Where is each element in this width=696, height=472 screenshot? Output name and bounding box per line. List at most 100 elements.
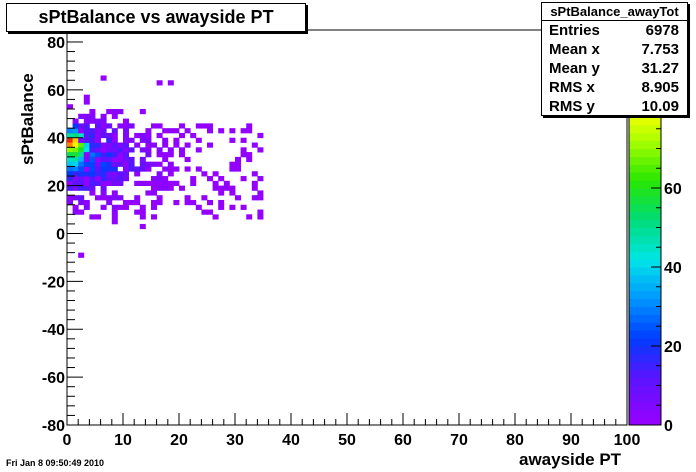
heatmap-cell: [151, 176, 157, 182]
heatmap-cell: [184, 199, 191, 206]
stats-label: RMS x: [549, 79, 595, 96]
heatmap-cell: [134, 180, 141, 187]
heatmap-cell: [190, 176, 197, 182]
heatmap-cell: [95, 214, 101, 220]
heatmap-cell: [72, 161, 79, 167]
heatmap-cell: [111, 132, 118, 139]
colorbar-tick-label: 0: [664, 418, 673, 435]
heatmap-cell: [134, 195, 141, 201]
heatmap-cell: [229, 137, 236, 143]
y-tick-label: -40: [42, 322, 65, 339]
heatmap-cell: [67, 199, 73, 206]
heatmap-cell: [89, 113, 96, 119]
heatmap-cell: [83, 204, 90, 210]
heatmap-cell: [184, 142, 191, 148]
heatmap-cell: [145, 147, 152, 153]
heatmap-cell: [229, 190, 236, 196]
colorbar-band: [629, 156, 661, 165]
heatmap-cell: [106, 152, 113, 158]
heatmap-cell: [139, 180, 146, 187]
heatmap-cell: [78, 132, 85, 139]
heatmap-cell: [251, 171, 258, 177]
heatmap-cell: [72, 147, 79, 153]
heatmap-cell: [111, 171, 118, 177]
y-tick-label: 40: [47, 131, 65, 148]
heatmap-cell: [156, 161, 163, 167]
heatmap-cell: [111, 176, 118, 182]
heatmap-cell: [145, 180, 152, 187]
heatmap-cell: [95, 180, 101, 187]
colorbar-band: [629, 346, 661, 355]
heatmap-cell: [67, 176, 73, 182]
heatmap-cell: [139, 223, 146, 230]
stats-row-mean-x: Mean x 7.753: [542, 40, 687, 59]
heatmap-cell: [257, 176, 264, 182]
heatmap-cell: [246, 128, 253, 134]
heatmap-cell: [240, 147, 247, 153]
heatmap-cell: [223, 180, 230, 187]
heatmap-cell: [128, 156, 135, 163]
heatmap-cell: [72, 171, 79, 177]
x-tick-label: 30: [226, 432, 244, 449]
heatmap-cell: [235, 166, 241, 172]
heatmap-cell: [195, 204, 202, 210]
heatmap-cell: [111, 180, 118, 187]
heatmap-cell: [167, 166, 174, 172]
heatmap-cell: [111, 166, 118, 172]
heatmap-cell: [89, 109, 96, 115]
colorbar-band: [629, 235, 661, 244]
colorbar-tick-label: 20: [664, 339, 682, 356]
heatmap-cell: [89, 190, 96, 196]
heatmap-cell: [240, 137, 247, 143]
heatmap-cell: [100, 152, 107, 158]
heatmap-cell: [229, 204, 236, 210]
heatmap-cell: [72, 185, 79, 191]
colorbar-band: [629, 259, 661, 268]
heatmap-cell: [184, 156, 191, 163]
colorbar-band: [629, 164, 661, 173]
heatmap-cell: [123, 204, 129, 210]
heatmap-cell: [83, 128, 90, 134]
heatmap-cell: [128, 199, 135, 206]
heatmap-cell: [100, 132, 107, 139]
colorbar-band: [629, 282, 661, 292]
heatmap-cell: [83, 171, 90, 177]
heatmap-cell: [106, 132, 113, 139]
heatmap-cell: [111, 214, 118, 220]
colorbar-band: [629, 124, 661, 134]
heatmap-cell: [123, 123, 129, 129]
colorbar-band: [629, 188, 661, 197]
heatmap-cell: [72, 180, 79, 187]
heatmap-cell: [111, 128, 118, 134]
heatmap-cell: [218, 190, 225, 196]
heatmap-cell: [184, 166, 191, 172]
x-tick-label: 100: [614, 432, 641, 449]
colorbar-band: [629, 211, 661, 221]
x-tick-label: 90: [562, 432, 580, 449]
heatmap-cell: [212, 214, 219, 220]
heatmap-cell: [83, 142, 90, 148]
heatmap-cell: [167, 147, 174, 153]
x-tick-label: 80: [506, 432, 524, 449]
y-tick-label: 0: [56, 226, 65, 243]
heatmap-cell: [218, 185, 225, 191]
heatmap-cell: [106, 195, 113, 201]
heatmap-cell: [123, 147, 129, 153]
colorbar-band: [629, 409, 661, 418]
heatmap-cell: [151, 180, 157, 187]
heatmap-cell: [95, 137, 101, 143]
colorbar-band: [629, 251, 661, 260]
heatmap-cell: [128, 161, 135, 167]
heatmap-cell: [139, 161, 146, 167]
heatmap-cell: [95, 195, 101, 201]
x-tick-label: 10: [114, 432, 132, 449]
y-tick-label: 60: [47, 83, 65, 100]
heatmap-cell: [100, 176, 107, 182]
heatmap-cell: [95, 142, 101, 148]
y-tick-label: -60: [42, 370, 65, 387]
stats-row-rms-x: RMS x 8.905: [542, 78, 687, 97]
heatmap-cell: [67, 171, 73, 177]
heatmap-cell: [151, 199, 157, 206]
heatmap-cell: [83, 118, 90, 124]
